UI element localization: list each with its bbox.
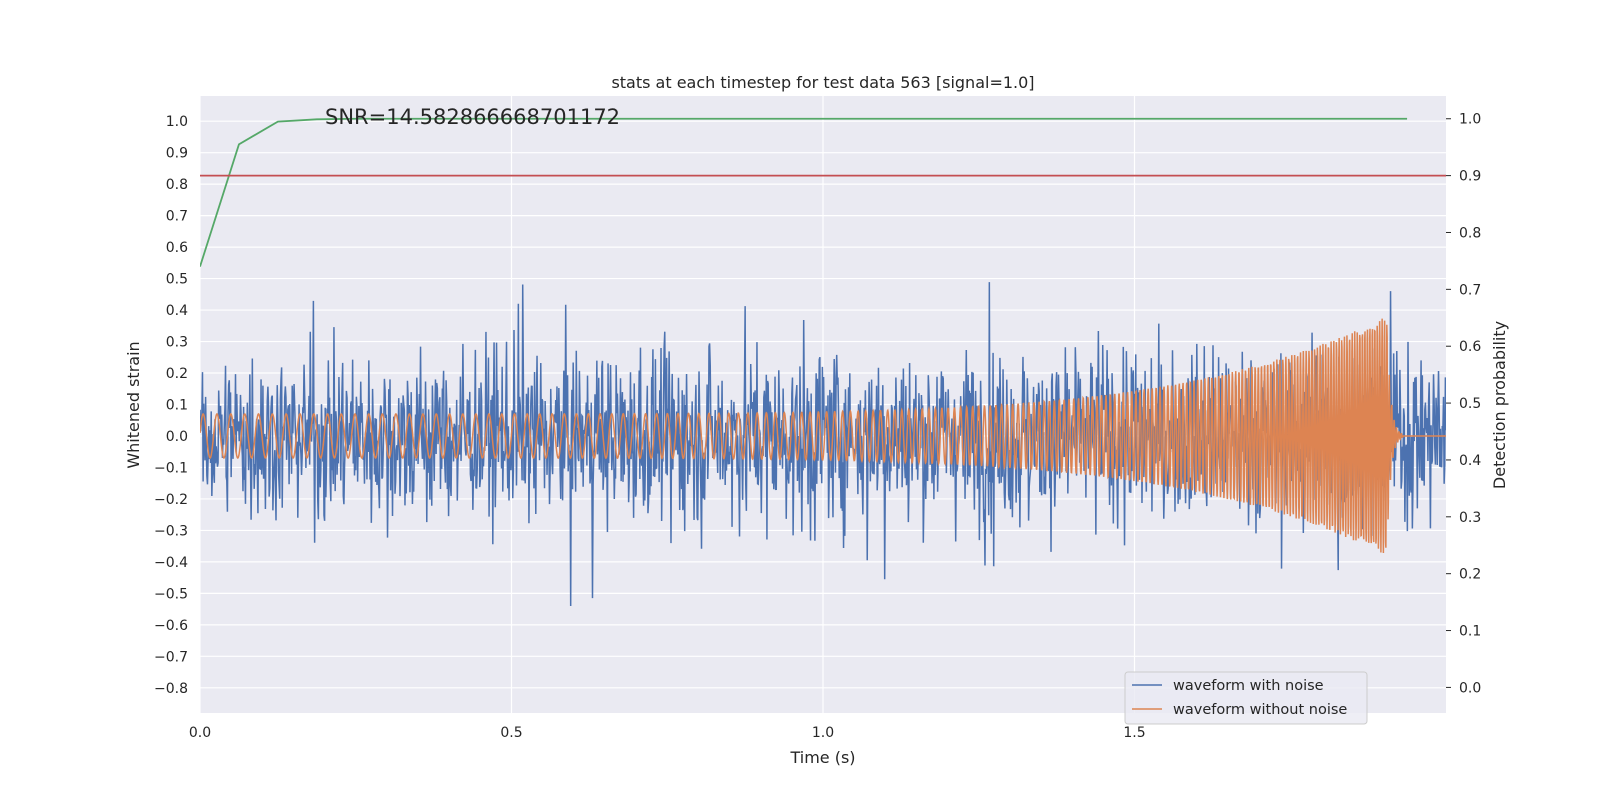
x-tick-label: 1.0 xyxy=(812,725,834,741)
y-left-tick-label: 0.3 xyxy=(166,335,188,351)
y-left-tick-label: 0.4 xyxy=(166,303,188,319)
y-right-tick-label: 0.6 xyxy=(1459,339,1481,355)
legend-label-clean: waveform without noise xyxy=(1173,702,1347,718)
y-left-tick-label: −0.8 xyxy=(154,681,188,697)
y-right-tick-label: 0.7 xyxy=(1459,282,1481,298)
series-layer xyxy=(199,117,1446,607)
y-left-tick-label: −0.4 xyxy=(154,555,188,571)
y-left-tick-label: 0.0 xyxy=(166,429,188,445)
waveform-without-noise-line xyxy=(200,318,1446,554)
y-left-tick-label: 0.5 xyxy=(166,272,188,288)
y-right-tick-label: 0.1 xyxy=(1459,624,1481,640)
snr-annotation: SNR=14.582866668701172 xyxy=(325,105,620,129)
chart-title: stats at each timestep for test data 563… xyxy=(611,73,1034,92)
y-left-tick-label: 1.0 xyxy=(166,114,188,130)
grid xyxy=(199,96,1446,713)
y-right-tick-label: 0.3 xyxy=(1459,510,1481,526)
y-axis-label-right: Detection probability xyxy=(1490,321,1509,489)
y-right-tick-label: 1.0 xyxy=(1459,112,1481,128)
y-left-tick-label: 0.6 xyxy=(166,240,188,256)
y-right-tick-label: 0.2 xyxy=(1459,567,1481,583)
y-left-tick-label: −0.2 xyxy=(154,492,188,508)
tick-layer: 0.0 0.5 1.0 1.5 1.0 0.9 0.8 0.7 0.6 0.5 0.4 0.3 0.2 0… xyxy=(154,112,1481,741)
y-left-tick-label: −0.5 xyxy=(154,586,188,602)
y-right-tick-label: 0.9 xyxy=(1459,169,1481,185)
y-left-tick-label: −0.1 xyxy=(154,460,188,476)
y-left-tick-label: −0.3 xyxy=(154,523,188,539)
y-right-tick-label: 0.8 xyxy=(1459,225,1481,241)
y-left-tick-label: 0.7 xyxy=(166,209,188,225)
x-tick-label: 0.5 xyxy=(500,725,522,741)
y-left-tick-label: 0.1 xyxy=(166,398,188,414)
y-left-tick-label: 0.2 xyxy=(166,366,188,382)
x-axis-label: Time (s) xyxy=(789,748,855,767)
y-left-tick-label: 0.8 xyxy=(166,177,188,193)
legend-label-noisy: waveform with noise xyxy=(1173,678,1324,694)
y-left-tick-label: −0.7 xyxy=(154,649,188,665)
detection-probability-line xyxy=(200,117,1408,267)
y-left-tick-label: −0.6 xyxy=(154,618,188,634)
y-right-tick-label: 0.4 xyxy=(1459,453,1481,469)
y-right-tick-label: 0.5 xyxy=(1459,396,1481,412)
legend-box xyxy=(1124,671,1368,725)
y-left-tick-label: 0.9 xyxy=(166,146,188,162)
y-right-tick-label: 0.0 xyxy=(1459,680,1481,696)
x-tick-label: 0.0 xyxy=(189,725,211,741)
x-tick-label: 1.5 xyxy=(1123,725,1145,741)
legend: waveform with noise waveform without noi… xyxy=(1124,671,1368,725)
y-axis-label-left: Whitened strain xyxy=(124,341,143,468)
